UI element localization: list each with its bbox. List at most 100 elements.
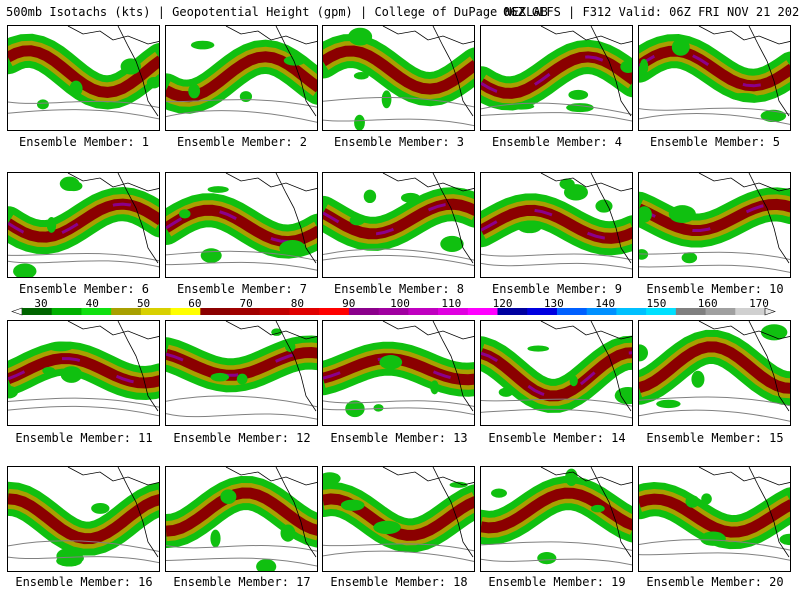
ensemble-member-map — [480, 25, 633, 131]
colorbar-swatch — [438, 308, 469, 315]
jet-stream-map-icon — [166, 467, 317, 571]
jet-stream-map-icon — [639, 173, 790, 273]
colorbar-tick-label: 50 — [136, 297, 151, 310]
colorbar-swatch — [646, 308, 677, 315]
ensemble-member-map — [322, 320, 475, 426]
colorbar-tick-label: 40 — [85, 297, 99, 310]
colorbar-swatch — [408, 308, 439, 315]
colorbar-tick-label: 130 — [543, 297, 564, 310]
ensemble-member-caption: Ensemble Member: 3 — [333, 135, 465, 149]
jet-stream-map-icon — [639, 26, 790, 125]
colorbar-tick-label: 140 — [595, 297, 616, 310]
ensemble-member-caption: Ensemble Member: 7 — [176, 282, 308, 296]
colorbar-swatch — [675, 308, 707, 315]
jet-stream-map-icon — [166, 321, 317, 420]
colorbar-swatch — [230, 308, 261, 315]
ensemble-member-map — [638, 172, 791, 278]
ensemble-member-map — [7, 172, 160, 278]
ensemble-member-map — [165, 466, 318, 572]
ensemble-member-caption: Ensemble Member: 15 — [646, 431, 784, 445]
ensemble-member-caption: Ensemble Member: 11 — [15, 431, 153, 445]
colorbar-tick-label: 110 — [441, 297, 462, 310]
jet-stream-map-icon — [8, 26, 159, 120]
colorbar-tick-label: 60 — [188, 297, 202, 310]
jet-stream-map-icon — [8, 173, 159, 277]
colorbar-swatch — [200, 308, 231, 315]
jet-stream-map-icon — [639, 321, 790, 422]
ensemble-member-caption: Ensemble Member: 19 — [488, 575, 626, 589]
colorbar-swatch — [378, 308, 409, 315]
ensemble-member-map — [322, 172, 475, 278]
ensemble-member-map — [638, 320, 791, 426]
ensemble-member-map — [638, 25, 791, 131]
jet-stream-map-icon — [481, 321, 632, 419]
colorbar-swatch — [22, 308, 53, 315]
ensemble-member-caption: Ensemble Member: 16 — [15, 575, 153, 589]
ensemble-member-map — [322, 25, 475, 131]
jet-stream-map-icon — [323, 26, 474, 130]
colorbar-tick-label: 120 — [492, 297, 513, 310]
colorbar-swatch — [111, 308, 142, 315]
ensemble-member-caption: Ensemble Member: 10 — [646, 282, 784, 296]
colorbar-swatch — [319, 308, 350, 315]
ensemble-member-map — [165, 172, 318, 278]
ensemble-member-map — [322, 466, 475, 572]
ensemble-member-map — [480, 320, 633, 426]
jet-stream-map-icon — [323, 321, 474, 418]
ensemble-member-map — [7, 25, 160, 131]
jet-stream-map-icon — [8, 321, 159, 417]
wind-speed-colorbar — [11, 307, 776, 316]
colorbar-tick-label: 160 — [697, 297, 718, 310]
colorbar-swatch — [616, 308, 647, 315]
colorbar-tick-label: 150 — [646, 297, 667, 310]
colorbar-swatch — [81, 308, 112, 315]
ensemble-member-caption: Ensemble Member: 13 — [330, 431, 468, 445]
ensemble-member-caption: Ensemble Member: 8 — [333, 282, 465, 296]
colorbar-swatch — [348, 308, 380, 315]
colorbar-tick-label: 170 — [749, 297, 769, 310]
ensemble-member-caption: Ensemble Member: 6 — [18, 282, 150, 296]
jet-stream-map-icon — [481, 173, 632, 270]
colorbar-swatch — [556, 308, 588, 315]
colorbar-swatch — [289, 308, 320, 315]
ensemble-member-caption: Ensemble Member: 17 — [173, 575, 311, 589]
colorbar-swatch — [140, 308, 172, 315]
ensemble-member-map — [165, 320, 318, 426]
colorbar-swatch — [51, 308, 82, 315]
colorbar-swatch — [527, 308, 558, 315]
ensemble-member-caption: Ensemble Member: 9 — [491, 282, 623, 296]
ensemble-member-map — [480, 466, 633, 572]
colorbar-swatch — [735, 308, 766, 315]
ensemble-member-caption: Ensemble Member: 1 — [18, 135, 150, 149]
ensemble-member-map — [638, 466, 791, 572]
colorbar-tick-label: 70 — [239, 297, 253, 310]
jet-stream-map-icon — [323, 467, 474, 562]
ensemble-member-caption: Ensemble Member: 20 — [646, 575, 784, 589]
jet-stream-map-icon — [639, 467, 790, 561]
colorbar-swatch — [170, 308, 201, 315]
ensemble-member-map — [165, 25, 318, 131]
jet-stream-map-icon — [323, 173, 474, 267]
map-title: 500mb Isotachs (kts) | Geopotential Heig… — [6, 5, 548, 19]
ensemble-member-caption: Ensemble Member: 5 — [649, 135, 781, 149]
colorbar-tick-label: 90 — [342, 297, 356, 310]
ensemble-member-caption: Ensemble Member: 12 — [173, 431, 311, 445]
colorbar-swatch — [259, 308, 290, 315]
ensemble-member-map — [7, 320, 160, 426]
jet-stream-map-icon — [166, 173, 317, 271]
jet-stream-map-icon — [481, 467, 632, 566]
ensemble-member-caption: Ensemble Member: 2 — [176, 135, 308, 149]
model-run-info: 06Z GEFS | F312 Valid: 06Z FRI NOV 21 20… — [503, 5, 800, 19]
colorbar-swatch — [497, 308, 528, 315]
jet-stream-map-icon — [166, 26, 317, 123]
colorbar-swatch — [705, 308, 736, 315]
colorbar-tick-label: 100 — [390, 297, 410, 310]
ensemble-member-map — [480, 172, 633, 278]
colorbar-swatch — [467, 308, 499, 315]
ensemble-member-caption: Ensemble Member: 4 — [491, 135, 623, 149]
colorbar-swatch — [586, 308, 617, 315]
ensemble-member-map — [7, 466, 160, 572]
jet-stream-map-icon — [481, 26, 632, 122]
colorbar-tick-label: 80 — [290, 297, 305, 310]
ensemble-member-caption: Ensemble Member: 18 — [330, 575, 468, 589]
